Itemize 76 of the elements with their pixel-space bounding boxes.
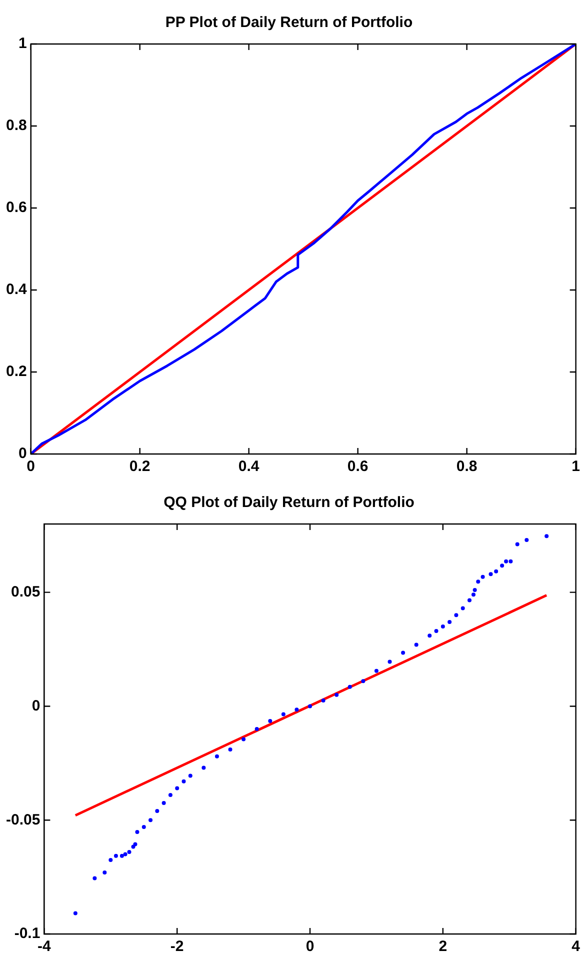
point [515,542,520,546]
x-tick-label: -2 [170,938,184,956]
y-tick-label: 0 [18,445,27,462]
point [488,572,493,576]
x-tick-label: 0.2 [129,458,150,476]
x-tick-label: 2 [438,938,448,956]
point [544,534,549,538]
point [254,727,259,731]
point [428,634,432,638]
point [308,704,312,708]
point [480,574,485,579]
point [127,850,132,854]
x-tick-label: 0.8 [456,458,478,476]
point [388,660,392,664]
point [454,613,458,618]
point [440,624,445,628]
y-tick-label: 0.8 [6,117,27,134]
point [228,748,232,752]
point [162,801,166,806]
point [214,754,219,758]
point [281,712,286,716]
x-tick-label: 1 [572,458,580,476]
point [476,580,480,584]
point [460,606,465,610]
point [524,538,529,542]
point [133,842,138,846]
x-tick-label: 0.4 [238,458,260,476]
point [155,809,160,813]
point [242,737,246,742]
point [348,684,352,689]
point [374,668,378,673]
point [108,858,113,862]
point [148,818,153,822]
point [123,852,128,856]
point [92,876,97,880]
x-tick-label: -4 [38,938,52,956]
y-tick-label: 0.05 [10,583,40,600]
point [401,650,406,655]
point [504,559,508,564]
point [334,692,339,697]
point [114,854,118,858]
point [494,569,498,574]
point [175,786,180,790]
point [468,598,472,602]
point [448,620,452,624]
point [73,911,78,916]
point [202,766,206,770]
x-tick-label: 0.6 [347,458,368,476]
point [361,679,366,684]
point [102,870,107,874]
y-tick-label: -0.05 [6,811,40,828]
y-tick-label: 0.4 [6,281,28,298]
point [508,559,513,564]
point [471,592,476,597]
point [142,824,146,829]
point [188,774,192,778]
chart-title: QQ Plot of Daily Return of Portfolio [164,494,414,512]
chart-title: PP Plot of Daily Return of Portfolio [165,14,413,32]
point [434,629,438,634]
x-tick-label: 4 [572,938,581,956]
y-tick-label: 0 [32,697,40,714]
point [120,854,124,858]
point [472,588,477,592]
point [294,708,299,712]
y-tick-label: 0.6 [6,199,27,216]
point [414,642,418,647]
point [135,830,140,834]
point [500,564,504,568]
y-tick-label: 0.2 [6,363,27,380]
y-tick-label: -0.1 [14,925,40,942]
point [321,698,326,703]
x-tick-label: 0 [306,938,314,956]
point [268,719,272,724]
point [182,779,186,784]
point [168,793,172,798]
y-tick-label: 1 [18,35,27,52]
